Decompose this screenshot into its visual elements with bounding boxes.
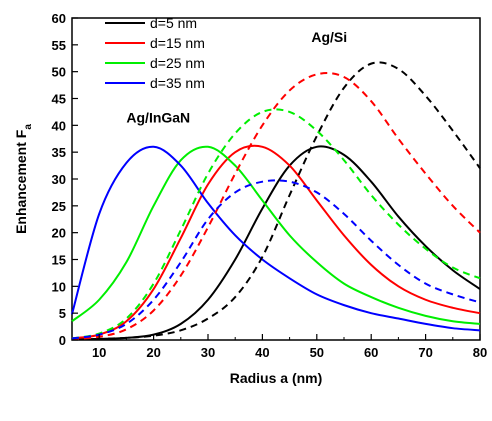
ag-ingan-series-line-1: [71, 145, 481, 341]
x-axis-title: Radius a (nm): [230, 370, 323, 386]
x-tick-label: 30: [201, 345, 215, 360]
y-tick-label: 35: [52, 145, 66, 160]
annotations: Ag/InGaN Ag/Si: [126, 29, 347, 126]
group-annotation: Ag/Si: [311, 29, 347, 45]
y-tick-label: 20: [52, 226, 66, 241]
y-tick-label: 25: [52, 199, 66, 214]
axis-group: 10 20 30 40 50 60 70 80 0 5 10 15 20 25 30 35 40 45 50 55 60…: [13, 11, 487, 386]
plot-frame: [71, 17, 481, 341]
ag-si-series-line-5: [71, 61, 481, 341]
y-tick-label: 0: [59, 333, 66, 348]
legend: d=5 nm d=15 nm d=25 nm d=35 nm: [105, 15, 205, 91]
y-tick-label: 15: [52, 253, 66, 268]
y-tick-label: 45: [52, 92, 66, 107]
ag-si-series-line-8: [71, 179, 481, 340]
x-tick-label: 50: [310, 345, 324, 360]
series-group: [71, 61, 481, 341]
legend-label: d=25 nm: [150, 55, 205, 71]
legend-label: d=15 nm: [150, 35, 205, 51]
y-tick-label: 30: [52, 172, 66, 187]
y-tick-label: 50: [52, 65, 66, 80]
y-tick-label: 55: [52, 38, 66, 53]
x-tick-label: 80: [473, 345, 487, 360]
x-tick-label: 10: [92, 345, 106, 360]
group-annotation: Ag/InGaN: [126, 110, 190, 126]
legend-label: d=5 nm: [150, 15, 197, 31]
ag-si-series-line-7: [71, 108, 481, 340]
x-tick-label: 20: [146, 345, 160, 360]
y-tick-label: 10: [52, 279, 66, 294]
ag-si-series-line-6: [71, 72, 481, 340]
y-tick-label: 5: [59, 306, 66, 321]
ag-ingan-series-line-4: [71, 145, 481, 332]
plot-frame-group: [71, 17, 481, 341]
y-axis-title-main: Enhancement F: [13, 129, 29, 234]
legend-label: d=35 nm: [150, 75, 205, 91]
x-tick-label: 40: [255, 345, 269, 360]
ag-ingan-series-line-3: [71, 145, 481, 325]
y-tick-label: 60: [52, 11, 66, 26]
y-axis-title: Enhancement Fa: [13, 124, 34, 234]
ag-ingan-series-line-2: [71, 144, 481, 340]
y-tick-label: 40: [52, 118, 66, 133]
x-tick-label: 70: [418, 345, 432, 360]
x-tick-label: 60: [364, 345, 378, 360]
y-axis-title-subscript: a: [23, 124, 34, 130]
